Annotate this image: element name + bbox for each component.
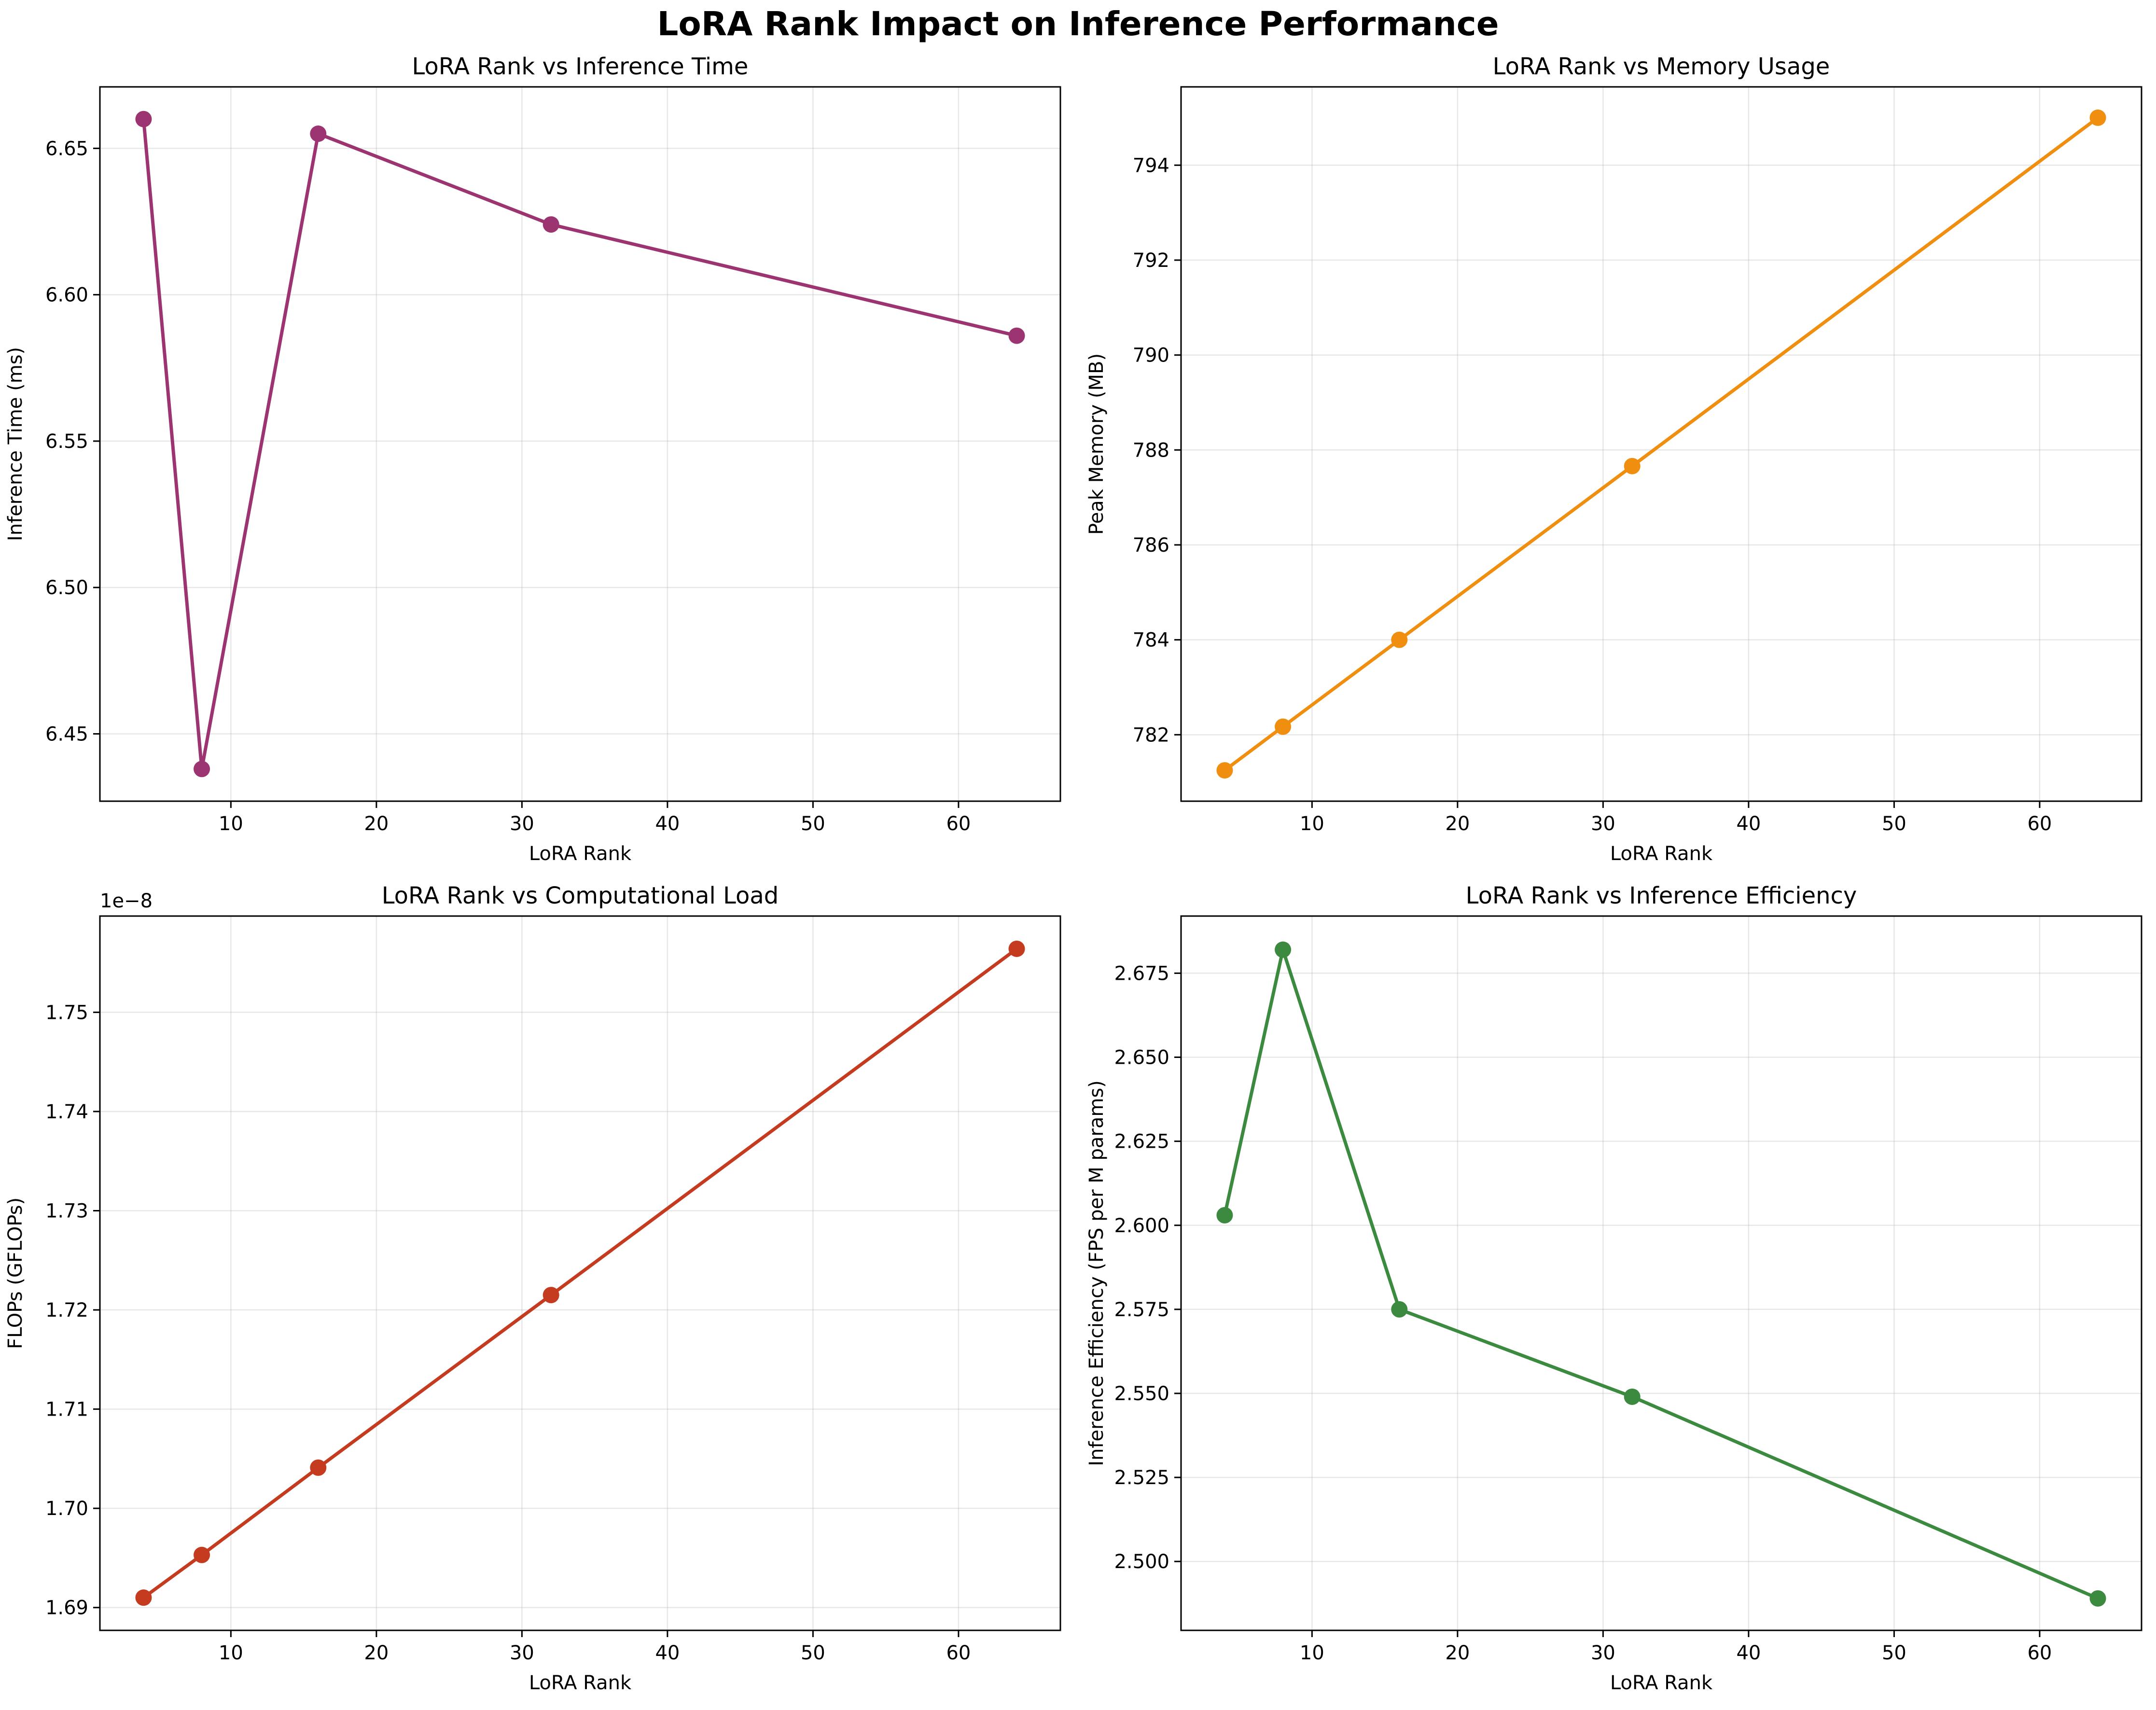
data-point [1391,631,1408,648]
y-tick-label: 790 [1133,345,1169,367]
y-tick-label: 792 [1133,250,1169,272]
data-point [135,1589,152,1606]
data-point [1008,940,1025,957]
y-tick-label: 2.675 [1114,962,1169,985]
axes-frame [1180,86,2142,802]
series-line [1223,116,2100,772]
x-tick-label: 60 [946,1642,971,1664]
data-point [1275,718,1292,735]
data-point [1275,941,1292,958]
data-point [194,761,210,778]
subplot-title: LoRA Rank vs Inference Time [412,53,749,80]
data-point [2089,1590,2106,1607]
x-axis-label: LoRA Rank [1610,1672,1713,1694]
x-axis-label: LoRA Rank [529,1672,632,1694]
x-tick-label: 60 [946,813,971,835]
x-tick-label: 30 [510,1642,534,1664]
y-tick-label: 6.65 [45,138,88,160]
data-point [542,216,559,233]
data-point [542,1287,559,1304]
x-tick-label: 10 [219,813,243,835]
y-tick-label: 784 [1133,629,1169,652]
x-tick-label: 50 [801,813,825,835]
subplot-1: 10 20 30 40 50 60 6.45 6.50 6.55 6.60 6.65 LoRA Ran… [4,53,1061,865]
subplot-title: LoRA Rank vs Computational Load [382,882,779,909]
y-tick-label: 1.71 [45,1399,88,1421]
y-tick-label: 1.73 [45,1200,88,1223]
axis-offset-label: 1e−8 [100,890,153,912]
x-tick-label: 10 [219,1642,243,1664]
x-tick-label: 50 [801,1642,825,1664]
series-line [141,947,1019,1599]
subplot-2: 10 20 30 40 50 60 782 784 786 788 790 792 794 LoRA Ra… [1085,53,2142,865]
series-line [1223,948,2100,1600]
y-tick-label: 1.69 [45,1597,88,1619]
y-tick-label: 6.60 [45,284,88,306]
x-axis-label: LoRA Rank [529,843,632,865]
y-tick-label: 2.600 [1114,1215,1169,1237]
axes-frame [99,86,1061,802]
y-tick-label: 1.70 [45,1498,88,1520]
data-point [1216,762,1233,779]
y-tick-label: 788 [1133,439,1169,461]
x-tick-label: 40 [655,1642,680,1664]
data-point [1624,458,1641,474]
x-tick-label: 30 [1591,1642,1615,1664]
subplot-title: LoRA Rank vs Inference Efficiency [1466,882,1857,909]
y-axis-label: Inference Efficiency (FPS per M params) [1085,1080,1108,1466]
x-tick-label: 30 [510,813,534,835]
y-axis-label: FLOPs (GFLOPs) [4,1197,27,1349]
y-axis-label: Inference Time (ms) [4,347,27,541]
y-axis-label: Peak Memory (MB) [1085,353,1108,535]
y-tick-label: 1.75 [45,1001,88,1024]
y-tick-label: 2.500 [1114,1551,1169,1573]
x-tick-label: 40 [655,813,680,835]
x-tick-label: 60 [2027,813,2052,835]
data-point [194,1546,210,1563]
x-tick-label: 40 [1736,1642,1761,1664]
x-tick-label: 40 [1736,813,1761,835]
data-point [310,1459,327,1476]
y-tick-label: 1.72 [45,1299,88,1321]
y-tick-label: 786 [1133,534,1169,556]
x-tick-label: 50 [1882,813,1906,835]
x-tick-label: 20 [364,1642,389,1664]
x-tick-label: 50 [1882,1642,1906,1664]
y-tick-label: 782 [1133,724,1169,746]
data-point [310,125,327,142]
subplot-3: 10 20 30 40 50 60 1.69 1.70 1.71 1.72 1.73 1.74 1.75… [4,882,1061,1694]
series-line [141,117,1019,771]
y-tick-label: 1.74 [45,1101,88,1123]
y-tick-label: 2.650 [1114,1047,1169,1069]
y-tick-label: 6.45 [45,723,88,745]
x-axis-label: LoRA Rank [1610,843,1713,865]
x-tick-label: 10 [1300,1642,1324,1664]
data-point [135,111,152,127]
data-point [1391,1301,1408,1318]
data-point [1216,1207,1233,1223]
x-tick-label: 60 [2027,1642,2052,1664]
x-tick-label: 20 [1445,813,1470,835]
axes-frame [1180,915,2142,1631]
y-tick-label: 2.550 [1114,1383,1169,1405]
axes-frame [99,915,1061,1631]
data-point [1008,327,1025,344]
x-tick-label: 10 [1300,813,1324,835]
subplot-title: LoRA Rank vs Memory Usage [1493,53,1830,80]
y-tick-label: 2.625 [1114,1131,1169,1153]
y-tick-label: 6.55 [45,431,88,453]
subplot-4: 10 20 30 40 50 60 2.500 2.525 2.550 2.575 2.600 2.6… [1085,882,2142,1694]
y-tick-label: 2.525 [1114,1467,1169,1489]
data-point [2089,109,2106,126]
y-tick-label: 794 [1133,154,1169,177]
x-tick-label: 20 [1445,1642,1470,1664]
figure-title: LoRA Rank Impact on Inference Performanc… [657,5,1499,43]
y-tick-label: 6.50 [45,577,88,599]
y-tick-label: 2.575 [1114,1299,1169,1321]
x-tick-label: 30 [1591,813,1615,835]
data-point [1624,1388,1641,1405]
x-tick-label: 20 [364,813,389,835]
